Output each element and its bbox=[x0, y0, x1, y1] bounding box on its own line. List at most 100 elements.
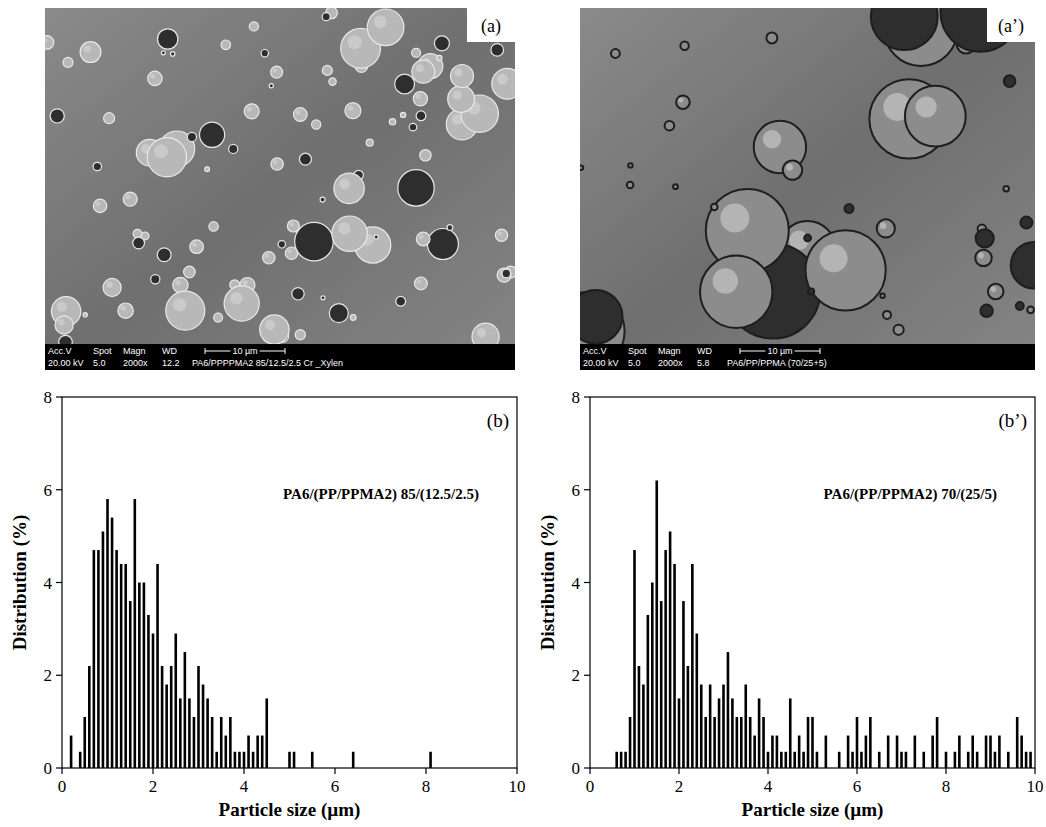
bar bbox=[727, 652, 730, 768]
bar bbox=[931, 736, 934, 768]
highlight bbox=[820, 244, 848, 272]
particle bbox=[312, 120, 321, 129]
bar bbox=[352, 752, 355, 768]
highlight bbox=[417, 279, 422, 284]
particle bbox=[320, 197, 325, 202]
particle bbox=[409, 123, 417, 131]
particle bbox=[118, 303, 133, 318]
y-tick bbox=[56, 767, 62, 768]
bar bbox=[673, 564, 676, 768]
x-tick bbox=[678, 768, 679, 774]
y-tick-label: 2 bbox=[572, 666, 581, 685]
particle bbox=[1020, 217, 1032, 229]
particle bbox=[271, 66, 283, 78]
bar bbox=[936, 717, 939, 768]
info-value: 5.8 bbox=[697, 358, 710, 368]
particle bbox=[398, 170, 434, 206]
particle bbox=[448, 86, 475, 113]
particle bbox=[322, 13, 330, 21]
histogram: 024681002468Particle size (µm)Distributi… bbox=[9, 388, 526, 821]
y-tick bbox=[56, 675, 62, 676]
bar bbox=[655, 480, 658, 768]
info-caption: PA6/PPPPMA2 85/12.5/2.5 Cr _Xylen bbox=[192, 358, 343, 368]
y-tick-label: 6 bbox=[572, 481, 581, 500]
bar bbox=[165, 685, 168, 768]
matrix bbox=[45, 8, 515, 370]
bar bbox=[976, 752, 979, 768]
bar bbox=[143, 583, 146, 769]
y-tick bbox=[56, 582, 62, 583]
y-tick-label: 4 bbox=[44, 574, 53, 593]
highlight bbox=[150, 74, 155, 79]
bar bbox=[252, 752, 255, 768]
bar bbox=[687, 666, 690, 768]
particle bbox=[299, 153, 311, 165]
highlight bbox=[763, 130, 781, 148]
bar bbox=[678, 698, 681, 768]
bar bbox=[660, 601, 663, 768]
particle bbox=[263, 252, 275, 264]
particle bbox=[395, 74, 415, 94]
bar bbox=[700, 685, 703, 768]
bar bbox=[967, 752, 970, 768]
particle bbox=[628, 163, 632, 167]
bar bbox=[856, 717, 859, 768]
histogram: 024681002468Particle size (µm)Distributi… bbox=[537, 388, 1044, 821]
bar bbox=[740, 717, 743, 768]
bar bbox=[825, 736, 828, 768]
bar bbox=[156, 564, 159, 768]
particle bbox=[673, 184, 678, 189]
bar bbox=[1020, 736, 1023, 768]
bar bbox=[887, 736, 890, 768]
particle bbox=[224, 286, 259, 321]
particle bbox=[322, 65, 332, 75]
particle bbox=[329, 304, 348, 323]
particle bbox=[1011, 242, 1035, 289]
bar bbox=[247, 736, 250, 768]
info-bar bbox=[580, 344, 1035, 370]
sem-image: Acc.V20.00 kVSpot5.0Magn2000xWD12.210 µm… bbox=[40, 7, 522, 370]
y-tick bbox=[56, 489, 62, 490]
particle bbox=[366, 139, 373, 146]
info-value: 5.0 bbox=[628, 358, 641, 368]
bar bbox=[229, 717, 232, 768]
particle bbox=[221, 40, 231, 50]
info-value: 5.0 bbox=[93, 358, 106, 368]
bar bbox=[731, 698, 734, 768]
bar bbox=[170, 666, 173, 768]
bar bbox=[129, 601, 132, 768]
bar bbox=[1029, 752, 1032, 768]
bar bbox=[638, 666, 641, 768]
scale-label-bg bbox=[230, 346, 259, 356]
highlight bbox=[452, 90, 461, 99]
y-tick bbox=[584, 675, 590, 676]
particle bbox=[271, 158, 283, 170]
particle bbox=[905, 86, 966, 147]
highlight bbox=[991, 287, 996, 292]
particle bbox=[214, 313, 223, 322]
x-tick-label: 10 bbox=[1027, 777, 1044, 796]
highlight bbox=[713, 268, 738, 293]
particle bbox=[676, 95, 690, 109]
bar bbox=[664, 550, 667, 768]
particle bbox=[295, 222, 334, 261]
y-tick-label: 8 bbox=[44, 388, 53, 407]
highlight bbox=[192, 242, 197, 247]
highlight bbox=[498, 231, 502, 235]
bar bbox=[102, 531, 105, 768]
particle bbox=[374, 235, 378, 239]
bar bbox=[798, 736, 801, 768]
x-tick-label: 6 bbox=[853, 777, 862, 796]
info-head: Acc.V bbox=[583, 346, 607, 356]
particle bbox=[1016, 302, 1024, 310]
particle bbox=[285, 247, 297, 259]
y-axis-title: Distribution (%) bbox=[537, 515, 559, 651]
particle bbox=[611, 49, 620, 58]
panel-label: (b’) bbox=[999, 410, 1027, 432]
bar bbox=[789, 698, 792, 768]
x-tick-label: 6 bbox=[331, 777, 340, 796]
bar bbox=[225, 736, 228, 768]
bar bbox=[691, 564, 694, 768]
highlight bbox=[348, 106, 354, 112]
particle bbox=[427, 229, 458, 260]
